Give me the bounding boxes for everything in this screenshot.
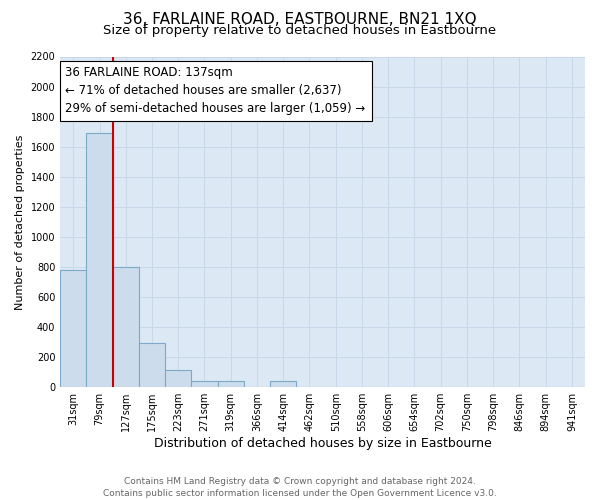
Bar — [86, 133, 113, 387]
Y-axis label: Number of detached properties: Number of detached properties — [15, 134, 25, 310]
Bar — [218, 382, 244, 387]
Bar — [165, 370, 191, 387]
Bar — [191, 382, 218, 387]
Text: Size of property relative to detached houses in Eastbourne: Size of property relative to detached ho… — [103, 24, 497, 37]
X-axis label: Distribution of detached houses by size in Eastbourne: Distribution of detached houses by size … — [154, 437, 491, 450]
Text: 36 FARLAINE ROAD: 137sqm
← 71% of detached houses are smaller (2,637)
29% of sem: 36 FARLAINE ROAD: 137sqm ← 71% of detach… — [65, 66, 365, 116]
Text: Contains HM Land Registry data © Crown copyright and database right 2024.
Contai: Contains HM Land Registry data © Crown c… — [103, 476, 497, 498]
Bar — [139, 343, 165, 387]
Bar — [60, 270, 86, 387]
Bar — [270, 382, 296, 387]
Text: 36, FARLAINE ROAD, EASTBOURNE, BN21 1XQ: 36, FARLAINE ROAD, EASTBOURNE, BN21 1XQ — [123, 12, 477, 28]
Bar — [113, 267, 139, 387]
